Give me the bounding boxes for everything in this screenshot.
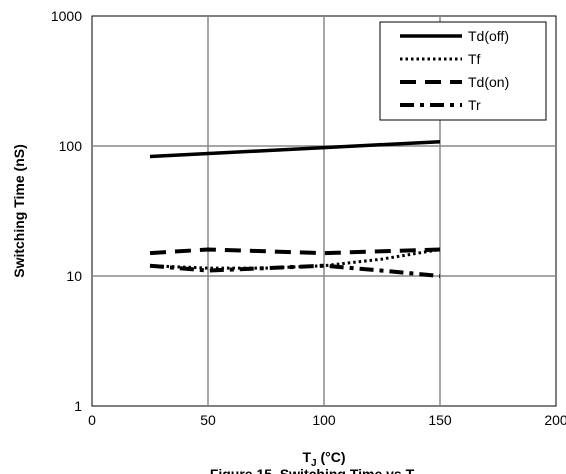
y-tick-label: 1000 (51, 8, 82, 24)
legend-label: Td(on) (468, 74, 509, 90)
x-axis-title: TJ (°C) (302, 449, 345, 469)
series-line-3 (149, 263, 441, 278)
y-tick-label: 1 (74, 398, 82, 414)
series-line-1 (149, 248, 441, 270)
y-axis-title: Switching Time (nS) (11, 144, 27, 278)
y-tick-label: 100 (59, 138, 83, 154)
legend-label: Tf (468, 51, 481, 67)
x-axis-title-subscript: J (311, 458, 317, 469)
x-axis-title-unit: (°C) (317, 449, 346, 465)
x-tick-label: 0 (88, 412, 96, 428)
series-lines (149, 139, 441, 278)
series-line-0 (149, 139, 441, 159)
y-tick-label: 10 (66, 268, 82, 284)
tick-labels: 0 50 100 150 200 1 10 100 1000 (51, 8, 566, 428)
chart-title: Figure 15. Switching Time vs T (210, 466, 415, 474)
legend-label: Tr (468, 97, 481, 113)
x-tick-label: 50 (200, 412, 216, 428)
legend-label: Td(off) (468, 28, 509, 44)
x-tick-label: 150 (428, 412, 452, 428)
x-tick-label: 200 (544, 412, 566, 428)
legend: Td(off) Tf Td(on) Tr (379, 21, 547, 121)
x-tick-label: 100 (312, 412, 336, 428)
x-axis-title-main: T (302, 449, 311, 465)
